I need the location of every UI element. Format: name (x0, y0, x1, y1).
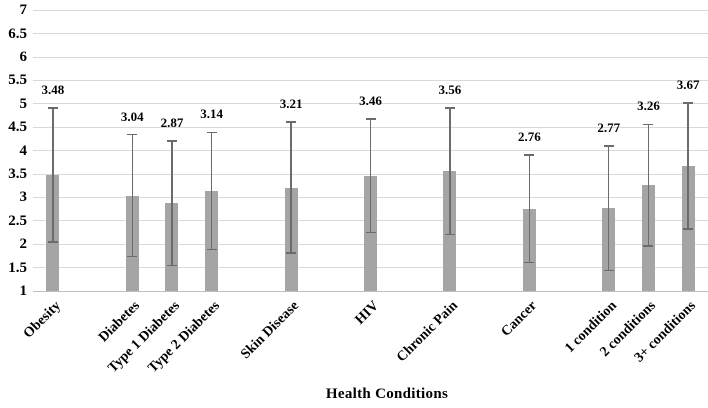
error-bar-top-cap (127, 133, 138, 136)
bar-value-label: 3.67 (676, 76, 700, 92)
error-bar-line (131, 134, 133, 257)
bar-value-label: 3.56 (438, 82, 462, 97)
error-bar-bottom-cap (643, 245, 654, 247)
bar-value-label: 2.87 (160, 115, 184, 131)
y-gridline (33, 79, 708, 81)
y-axis-tick-label: 5.5 (8, 72, 27, 89)
y-gridline (33, 103, 708, 105)
y-axis-tick-label: 3 (19, 189, 28, 206)
bar-value-label: 3.46 (359, 93, 382, 109)
y-axis-tick-label: 1 (19, 283, 28, 299)
bar-value-label: 2.76 (517, 128, 541, 144)
bar-value-label: 2.77 (597, 119, 621, 135)
bar (364, 175, 377, 291)
x-axis-line (33, 290, 708, 292)
error-bar-top-cap (365, 118, 376, 120)
y-gridline (33, 33, 708, 35)
error-bar-top-cap (683, 102, 694, 104)
error-bar-top-cap (524, 154, 535, 156)
y-gridline (33, 9, 708, 11)
error-bar-bottom-cap (286, 252, 297, 254)
error-bar-top-cap (444, 107, 455, 109)
error-bar-bottom-cap (127, 255, 138, 258)
x-axis-title: Health Conditions (325, 386, 449, 402)
error-bar-line (290, 122, 292, 254)
error-bar-bottom-cap (524, 261, 535, 264)
error-bar-bottom-cap (365, 231, 376, 234)
y-axis-tick-label: 7 (19, 2, 28, 19)
error-bar-line (369, 119, 372, 233)
error-bar-bottom-cap (683, 228, 694, 230)
y-axis-tick-label: 2 (19, 236, 28, 253)
error-bar-bottom-cap (603, 269, 614, 272)
error-bar-top-cap (643, 123, 654, 126)
error-bar-top-cap (206, 131, 217, 134)
y-axis-tick-label: 2.5 (8, 212, 27, 229)
error-bar-line (647, 124, 650, 247)
error-bar-line (607, 145, 610, 271)
bar-value-label: 3.14 (200, 106, 224, 122)
error-bar-top-cap (603, 145, 614, 147)
bar-value-label: 3.48 (41, 82, 65, 97)
error-bar-line (687, 102, 689, 230)
error-bar-line (210, 132, 213, 250)
bar-value-label: 3.04 (120, 108, 144, 124)
error-bar-line (171, 141, 173, 266)
y-axis-tick-label: 6.5 (8, 25, 27, 42)
bar-value-label: 3.21 (279, 96, 303, 112)
y-gridline (33, 56, 708, 58)
error-bar-top-cap (47, 107, 58, 109)
error-bar-top-cap (286, 121, 297, 123)
y-axis-tick-label: 1.5 (8, 259, 27, 276)
y-axis-tick-label: 4 (19, 142, 28, 159)
y-axis-tick-label: 6 (19, 49, 28, 65)
error-bar-line (528, 154, 531, 263)
error-bar-line (52, 108, 54, 242)
y-axis-tick-label: 5 (19, 95, 28, 112)
y-axis-tick-label: 4.5 (8, 119, 27, 136)
error-bar-bottom-cap (444, 233, 455, 236)
bar-value-label: 3.26 (637, 98, 660, 114)
y-axis-tick-label: 3.5 (8, 166, 27, 182)
error-bar-bottom-cap (166, 264, 177, 267)
error-bar-top-cap (166, 140, 177, 142)
error-bar-bottom-cap (47, 241, 58, 243)
error-bar-line (449, 108, 451, 235)
error-bar-bottom-cap (206, 248, 217, 251)
